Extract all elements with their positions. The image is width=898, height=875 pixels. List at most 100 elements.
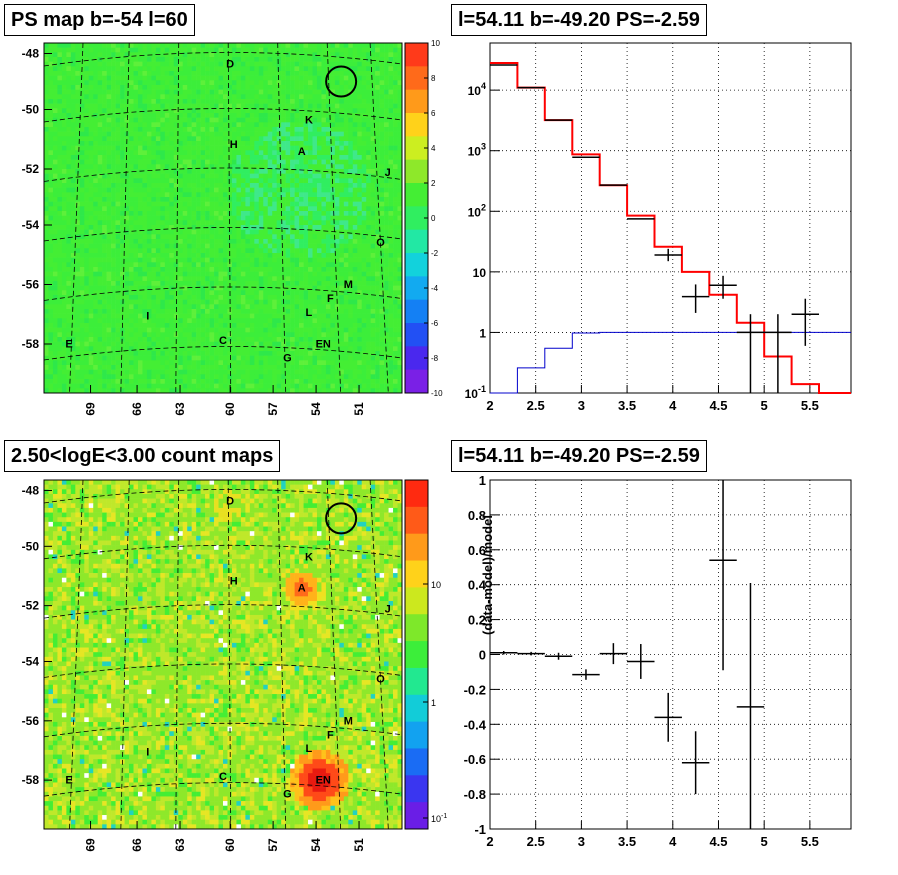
residual-title: l=54.11 b=-49.20 PS=-2.59 [451,440,707,472]
ps-map-source-label: D [226,59,234,71]
ps-map-source-label: A [298,146,306,158]
ps-map-xtick-label: 63 [173,402,187,416]
residual-ytick-label: -0.2 [464,682,486,697]
ps-map-title: PS map b=-54 l=60 [4,4,195,36]
count-map-pixels [44,480,403,830]
count-colorbar-segment [405,641,428,669]
ps-colorbar-segment [405,346,428,371]
ps-colorbar-segment [405,369,428,394]
residual-ytick-label: 0 [479,648,486,663]
count-map-frame [43,479,403,830]
ps-map-source-label: M [344,279,353,291]
count-colorbar-tick-label: 10 [431,580,441,590]
count-colorbar-segment [405,560,428,588]
ps-map-xtick-label: 57 [266,402,280,416]
residual-xtick-label: 3 [578,834,585,849]
ps-map-ytick-label: -54 [22,218,40,232]
count-map-source-label: E [65,775,72,787]
count-colorbar-segment [405,802,428,830]
ps-map-graticule [43,42,403,394]
count-colorbar-segment [405,694,428,723]
count-map-source-label: H [230,576,238,588]
count-map-source-label: G [283,789,292,801]
count-map-source-label: J [385,604,391,616]
ps-colorbar-tick-label: 2 [431,179,436,188]
count-colorbar-segment [405,667,428,696]
count-colorbar-tick-label: 10-1 [431,813,447,824]
spectrum-ytick-label: 103 [468,142,486,159]
count-map-source-label: EN [316,775,331,787]
residual-xtick-label: 2.5 [527,834,545,849]
residual-ytick-label: 0.8 [468,508,486,523]
count-map-source-label: D [226,495,234,507]
spectrum-ytick-label: 1 [479,326,486,340]
count-map-source-label: F [327,729,334,741]
count-map-xtick-label: 66 [130,838,144,852]
ps-map-xtick-label: 60 [223,402,237,416]
ps-map-xtick-label: 66 [130,402,144,416]
ps-colorbar-tick-label: 0 [431,214,436,223]
count-colorbar-segment [405,721,428,749]
spectrum-title: l=54.11 b=-49.20 PS=-2.59 [451,4,707,36]
count-map-xtick-label: 63 [173,838,187,852]
residual-ytick-label: -0.6 [464,752,486,767]
ps-colorbar-segment [405,113,428,137]
count-map-source-label: K [305,551,313,563]
residual-xtick-label: 5.5 [801,834,819,849]
residual-ylabel: (data-model)/model [480,515,495,635]
residual-ytick-label: -0.8 [464,787,486,802]
count-map-xtick-label: 57 [266,838,280,852]
count-map-xtick-label: 60 [223,838,237,852]
count-map-source-label: O [376,673,385,685]
ps-colorbar-tick-label: -6 [431,319,439,328]
ps-colorbar-segment [405,136,428,161]
spectrum-xtick-label: 5.5 [801,398,819,413]
ps-colorbar-segment [405,253,428,277]
ps-colorbar-segment [405,276,428,301]
residual-ytick-label: -0.4 [464,717,487,732]
spectrum-xtick-label: 3 [578,398,585,413]
count-map-ytick-label: -52 [22,599,40,613]
residual-ytick-label: -1 [474,822,486,837]
count-map-source-label: L [306,743,313,755]
ps-map-position-circle [325,65,358,98]
ps-colorbar-segment [405,43,428,67]
count-colorbar-segment [405,748,428,776]
ps-colorbar-tick-label: 8 [431,74,436,83]
count-colorbar-segment [405,614,428,642]
ps-colorbar-segment [405,89,428,114]
ps-map-ytick-label: -50 [22,103,40,117]
spectrum-xtick-label: 4 [669,398,677,413]
residual-xtick-label: 4.5 [709,834,727,849]
spectrum-xtick-label: 2 [486,398,493,413]
ps-map-ytick-label: -56 [22,278,40,292]
ps-map-source-label: F [327,293,334,305]
ps-colorbar-segment [405,159,428,184]
ps-map-ytick-label: -58 [22,337,40,351]
ps-map-source-label: J [385,167,391,179]
ps-colorbar-segment [405,299,428,324]
ps-colorbar-segment [405,229,428,254]
count-map-position-circle [325,502,358,535]
spectrum-xtick-label: 5 [761,398,768,413]
ps-map-source-label: G [283,353,292,365]
spectrum-ytick-label: 104 [468,81,486,98]
ps-map-source-label: L [306,307,313,319]
ps-map-source-label: E [65,339,72,351]
count-map-source-label: C [219,771,227,783]
count-map-xtick-label: 69 [84,838,98,852]
residual-ytick-label: 1 [479,473,486,488]
count-map-xtick-label: 54 [309,838,323,852]
spectrum-xtick-label: 4.5 [709,398,727,413]
count-map-ytick-label: -50 [22,539,40,553]
count-map-ytick-label: -56 [22,714,40,728]
ps-map-xtick-label: 54 [309,402,323,416]
count-map-title: 2.50<logE<3.00 count maps [4,440,281,472]
residual-xtick-label: 3.5 [618,834,636,849]
count-map-source-label: I [146,747,149,759]
ps-map-source-label: I [146,311,149,323]
residual-xtick-label: 5 [761,834,768,849]
ps-map-source-label: C [219,335,227,347]
ps-map-source-label: H [230,139,238,151]
ps-colorbar-segment [405,66,428,91]
